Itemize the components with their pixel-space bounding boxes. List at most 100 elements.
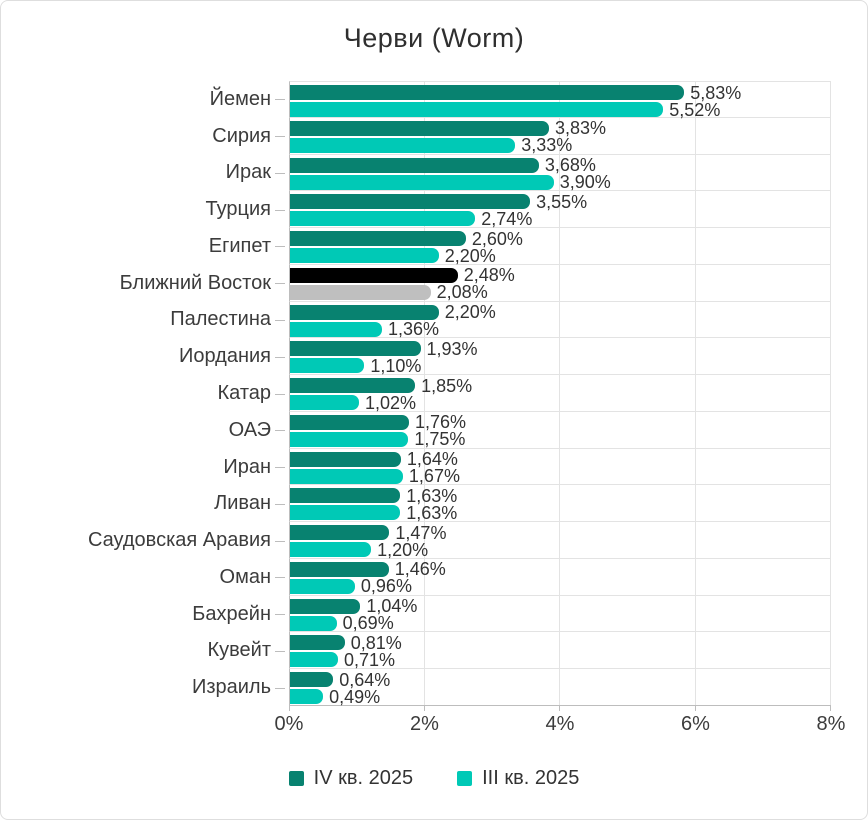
category-label: Турция (1, 191, 289, 228)
bar-value-label: 1,76% (415, 412, 467, 433)
bar-q3-2025[interactable] (290, 395, 359, 411)
bar-value-label: 2,48% (463, 265, 515, 286)
bar-q4-2025[interactable] (290, 267, 458, 283)
bar-value-label: 1,04% (366, 596, 418, 617)
bar-value-label: 1,93% (426, 338, 478, 359)
bar-value-label: 3,90% (559, 172, 611, 193)
bar-value-label: 1,47% (395, 522, 447, 543)
bar-q4-2025[interactable] (290, 672, 334, 688)
plot-cell: 1,85% 1,02% (289, 375, 831, 412)
bar-line: 3,90% (290, 172, 831, 193)
bar-value-label: 0,96% (360, 576, 412, 597)
bar-value-label: 1,85% (421, 375, 473, 396)
category-row: Йемен 5,83% 5,52% (1, 81, 831, 120)
bar-line: 1,93% (290, 338, 831, 359)
bar-value-label: 3,68% (544, 155, 596, 176)
plot-cell: 3,68% 3,90% (289, 154, 831, 193)
bar-q3-2025[interactable] (290, 284, 431, 300)
bar-q4-2025[interactable] (290, 525, 390, 541)
bar-value-label: 1,10% (370, 355, 422, 376)
bar-value-label: 3,33% (521, 135, 573, 156)
bar-value-label: 1,63% (406, 485, 458, 506)
bar-q3-2025[interactable] (290, 174, 554, 190)
bar-value-label: 5,83% (690, 82, 742, 103)
bar-q3-2025[interactable] (290, 652, 338, 668)
category-row: Египет 2,60% 2,20% (1, 228, 831, 265)
bar-line: 2,60% (290, 230, 831, 248)
bar-q4-2025[interactable] (290, 378, 416, 394)
plot-cell: 1,46% 0,96% (289, 558, 831, 597)
bar-q3-2025[interactable] (290, 505, 401, 521)
plot-cell: 2,48% 2,08% (289, 264, 831, 302)
category-row: Иран 1,64% 1,67% (1, 448, 831, 486)
bar-line: 1,47% (290, 522, 831, 543)
bar-line: 1,02% (290, 394, 831, 412)
category-label: Бахрейн (1, 596, 289, 633)
bar-q4-2025[interactable] (290, 194, 531, 210)
category-row: Катар 1,85% 1,02% (1, 375, 831, 412)
bar-value-label: 0,64% (339, 669, 391, 690)
bar-line: 5,52% (290, 99, 831, 120)
bar-q3-2025[interactable] (290, 578, 355, 594)
category-row: Кувейт 0,81% 0,71% (1, 632, 831, 670)
category-row: Саудовская Аравия 1,47% 1,20% (1, 522, 831, 559)
bar-q3-2025[interactable] (290, 689, 324, 705)
legend-item-q4-2025[interactable]: IV кв. 2025 (288, 767, 413, 790)
bar-q3-2025[interactable] (290, 542, 372, 558)
bar-line: 1,85% (290, 375, 831, 396)
bar-q3-2025[interactable] (290, 358, 365, 374)
bar-q4-2025[interactable] (290, 157, 539, 173)
bar-line: 2,20% (290, 245, 831, 266)
bar-line: 1,20% (290, 541, 831, 559)
bar-q4-2025[interactable] (290, 304, 439, 320)
bar-line: 3,68% (290, 155, 831, 176)
plot-cell: 3,55% 2,74% (289, 191, 831, 229)
bar-line: 1,46% (290, 560, 831, 578)
bar-value-label: 1,64% (406, 449, 458, 470)
plot-cell: 3,83% 3,33% (289, 117, 831, 156)
plot-cell: 1,63% 1,63% (289, 485, 831, 523)
plot-cell: 1,93% 1,10% (289, 338, 831, 376)
bar-q4-2025[interactable] (290, 341, 421, 357)
bar-q3-2025[interactable] (290, 211, 476, 227)
bar-value-label: 2,20% (444, 245, 496, 266)
bar-line: 2,20% (290, 303, 831, 321)
bar-line: 0,96% (290, 576, 831, 597)
bar-q3-2025[interactable] (290, 321, 382, 337)
bar-q4-2025[interactable] (290, 85, 685, 100)
x-axis-tick-label: 4% (545, 713, 575, 735)
bar-q4-2025[interactable] (290, 231, 466, 247)
bar-line: 5,83% (290, 82, 831, 103)
category-row: Турция 3,55% 2,74% (1, 191, 831, 229)
bar-q3-2025[interactable] (290, 468, 403, 484)
bar-line: 1,75% (290, 430, 831, 448)
x-axis-tick (423, 706, 425, 711)
bar-value-label: 0,81% (350, 632, 402, 653)
plot-cell: 2,60% 2,20% (289, 228, 831, 265)
category-row: Палестина 2,20% 1,36% (1, 301, 831, 339)
bar-value-label: 2,74% (481, 208, 533, 229)
bar-q4-2025[interactable] (290, 635, 345, 651)
bar-q3-2025[interactable] (290, 137, 516, 153)
bar-q3-2025[interactable] (290, 615, 337, 631)
bar-q4-2025[interactable] (290, 598, 361, 614)
bar-line: 0,64% (290, 669, 831, 690)
bar-q4-2025[interactable] (290, 451, 401, 467)
bar-line: 0,69% (290, 614, 831, 632)
bar-q4-2025[interactable] (290, 561, 389, 577)
category-label: Кувейт (1, 632, 289, 669)
bar-q3-2025[interactable] (290, 248, 439, 264)
bar-q3-2025[interactable] (290, 102, 664, 117)
bar-value-label: 3,83% (555, 118, 607, 139)
legend-swatch-icon (457, 771, 473, 786)
bar-q4-2025[interactable] (290, 120, 549, 136)
category-label: Саудовская Аравия (1, 522, 289, 559)
chart-rows: Йемен 5,83% 5,52% Сирия 3,83% 3,33% Ирак 3,68% 3… (1, 81, 831, 707)
bar-value-label: 5,52% (669, 99, 721, 120)
bar-q4-2025[interactable] (290, 488, 401, 504)
bar-q3-2025[interactable] (290, 431, 409, 447)
bar-q4-2025[interactable] (290, 414, 410, 430)
bar-line: 1,64% (290, 449, 831, 470)
legend-item-q3-2025[interactable]: III кв. 2025 (457, 767, 579, 790)
